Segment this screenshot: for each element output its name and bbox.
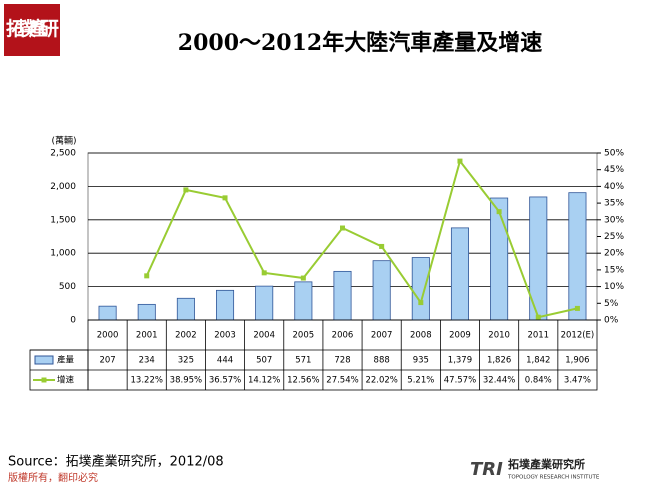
bar — [294, 281, 313, 321]
growth-marker — [144, 273, 150, 279]
growth-marker — [457, 158, 463, 164]
logo-box — [4, 4, 60, 56]
bar — [450, 227, 469, 321]
table-value: 0.84% — [525, 376, 552, 386]
table-value: 36.57% — [209, 376, 241, 386]
growth-marker — [261, 270, 267, 276]
y2-tick-label: 25% — [604, 232, 624, 242]
table-value: 27.54% — [326, 376, 358, 386]
table-value: 12.56% — [287, 376, 319, 386]
x-tick-label: 2010 — [488, 331, 510, 341]
growth-marker — [379, 243, 385, 249]
growth-marker — [183, 187, 189, 193]
bar — [176, 297, 195, 321]
y2-tick-label: 45% — [604, 165, 624, 175]
table-value: 47.57% — [444, 376, 476, 386]
table-value: 5.21% — [407, 376, 434, 386]
table-value: 234 — [139, 356, 155, 366]
y-tick-label: 0 — [70, 316, 76, 326]
table-value: 888 — [374, 356, 390, 366]
table-value: 444 — [217, 356, 233, 366]
x-tick-label: 2005 — [293, 331, 315, 341]
x-tick-label: 2003 — [214, 331, 236, 341]
table-value: 207 — [99, 356, 115, 366]
bar — [216, 289, 235, 321]
y-tick-label: 1,000 — [50, 249, 76, 259]
chart-title: 2000～2012年大陸汽車產量及增速 — [178, 30, 542, 56]
bar — [98, 305, 117, 321]
table-value: 1,842 — [526, 356, 550, 366]
legend-marker — [41, 377, 47, 383]
bar — [372, 260, 391, 321]
growth-marker — [418, 300, 424, 306]
y-tick-label: 1,500 — [50, 215, 76, 225]
x-tick-label: 2006 — [332, 331, 354, 341]
table-value: 22.02% — [365, 376, 397, 386]
y2-tick-label: 50% — [604, 149, 624, 159]
logo-text: 拓墣產研 — [6, 17, 59, 40]
growth-marker — [222, 195, 228, 201]
growth-marker — [300, 275, 306, 281]
x-tick-label: 2001 — [136, 331, 158, 341]
y-tick-label: 2,000 — [50, 182, 76, 192]
legend-label: 產量 — [57, 355, 75, 366]
brand-english: TOPOLOGY RESEARCH INSTITUTE — [507, 475, 600, 481]
x-tick-label: 2002 — [175, 331, 197, 341]
footer: 版權所有，翻印必究 — [8, 471, 98, 484]
x-tick-label: 2011 — [527, 331, 549, 341]
table-value: 1,379 — [448, 356, 472, 366]
x-tick-label: 2012(E) — [561, 331, 595, 341]
x-tick-label: 2000 — [97, 331, 119, 341]
y2-tick-label: 10% — [604, 282, 624, 292]
table-value: 13.22% — [131, 376, 163, 386]
y2-tick-label: 0% — [604, 316, 619, 326]
y2-tick-label: 35% — [604, 199, 624, 209]
bar — [490, 197, 509, 321]
table-value: 14.12% — [248, 376, 280, 386]
source: Source：拓墣產業研究所，2012/08 — [8, 454, 224, 470]
y2-tick-label: 20% — [604, 249, 624, 259]
table-value: 1,906 — [565, 356, 589, 366]
y-tick-label: 500 — [59, 282, 76, 292]
growth-line — [145, 158, 578, 319]
y-axis-label: (萬輛) — [51, 135, 76, 147]
y2-tick-label: 15% — [604, 265, 624, 275]
bar — [137, 303, 156, 321]
table-value: 935 — [413, 356, 429, 366]
growth-marker — [340, 225, 345, 231]
table-value: 1,826 — [487, 356, 511, 366]
bar — [333, 270, 352, 321]
x-tick-label: 2009 — [449, 331, 471, 341]
growth-marker — [496, 209, 502, 215]
y2-tick-label: 40% — [604, 182, 624, 192]
bar — [568, 192, 587, 321]
table-value: 325 — [178, 356, 194, 366]
table-value: 507 — [256, 356, 272, 366]
legend-swatch — [34, 355, 54, 365]
table-value: 728 — [334, 356, 350, 366]
brand-name: 拓墣產業研究所 — [508, 457, 585, 471]
legend-label: 增速 — [57, 375, 75, 386]
bar — [411, 257, 430, 321]
table-value: 571 — [295, 356, 311, 366]
y-tick-label: 2,500 — [50, 149, 76, 159]
growth-marker — [535, 314, 541, 320]
table-value: 32.44% — [483, 376, 515, 386]
y2-tick-label: 5% — [604, 299, 619, 309]
bar — [255, 285, 274, 321]
x-tick-label: 2008 — [410, 331, 432, 341]
x-tick-label: 2004 — [253, 331, 275, 341]
table-value: 3.47% — [564, 376, 591, 386]
y2-tick-label: 30% — [604, 215, 624, 225]
growth-marker — [574, 305, 580, 311]
x-tick-label: 2007 — [371, 331, 393, 341]
table-value: 38.95% — [170, 376, 202, 386]
brand-mark: TRI — [470, 459, 503, 480]
